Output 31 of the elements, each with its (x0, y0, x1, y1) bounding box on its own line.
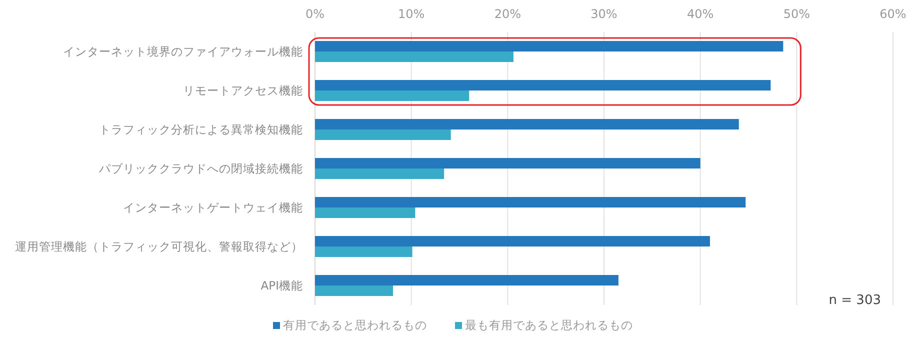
bar (315, 41, 784, 52)
x-tick-label: 0% (305, 7, 325, 21)
bar (315, 286, 394, 296)
bar (315, 158, 700, 168)
legend-label: 最も有用であると思われるもの (465, 318, 633, 332)
annotation: n = 303 (828, 293, 881, 308)
y-tick-label: パブリッククラウドへの閉域接続機能 (98, 162, 303, 176)
y-tick-label: 運用管理機能（トラフィック可視化、警報取得など） (15, 240, 303, 254)
x-tick-label: 20% (494, 7, 522, 21)
bar (315, 52, 514, 62)
x-tick-label: 30% (590, 7, 618, 21)
y-tick-label: インターネットゲートウェイ機能 (123, 200, 303, 214)
bar (315, 90, 470, 101)
bar (315, 236, 710, 246)
bar (315, 246, 412, 257)
bar (315, 168, 444, 179)
bar (315, 208, 416, 218)
x-tick-label: 50% (783, 7, 810, 21)
y-tick-label: トラフィック分析による異常検知機能 (99, 122, 303, 136)
bar (315, 197, 746, 208)
y-tick-label: リモートアクセス機能 (183, 84, 303, 98)
x-tick-label: 10% (398, 7, 425, 21)
bar (315, 275, 618, 286)
legend-label: 有用であると思われるもの (283, 318, 427, 332)
y-tick-label: API機能 (260, 278, 303, 292)
bar (315, 119, 739, 130)
bar (315, 80, 771, 90)
x-tick-label: 40% (686, 7, 714, 21)
y-tick-label: インターネット境界のファイアウォール機能 (63, 44, 303, 58)
x-tick-label: 60% (880, 7, 906, 21)
bar (315, 130, 451, 140)
